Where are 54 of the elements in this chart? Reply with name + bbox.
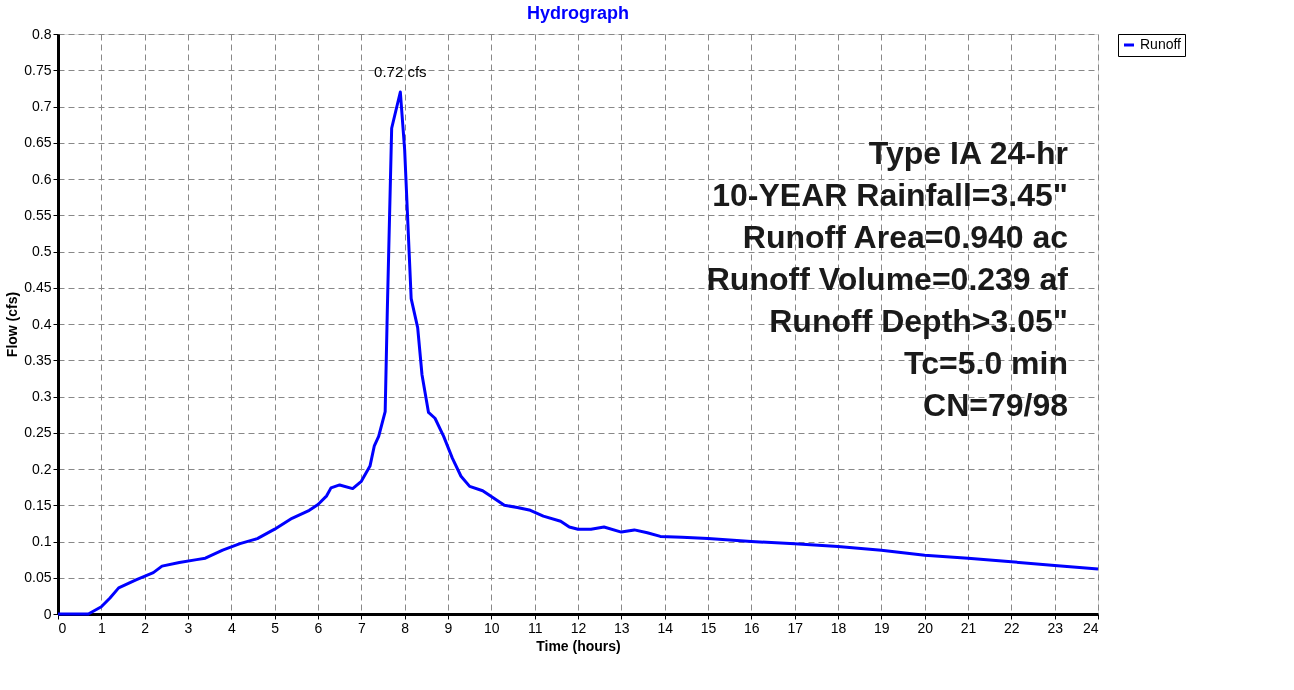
- x-tick-label: 8: [401, 619, 410, 636]
- x-tick-label: 21: [960, 619, 977, 636]
- y-tick-label: 0.55: [24, 206, 52, 223]
- x-tick-label: 13: [614, 619, 630, 636]
- annotation: Runoff Depth>3.05": [769, 303, 1068, 339]
- y-tick-label: 0.3: [32, 388, 52, 404]
- y-tick-label: 0.8: [32, 25, 52, 42]
- annotation: Runoff Area=0.940 ac: [742, 219, 1068, 255]
- x-tick-label: 16: [744, 619, 760, 636]
- x-tick-label: 0: [58, 619, 67, 636]
- x-tick-label: 15: [700, 619, 717, 636]
- x-axis-title: Time (hours): [536, 637, 621, 654]
- x-tick-label: 4: [227, 619, 236, 636]
- x-tick-label: 20: [917, 619, 934, 636]
- x-tick-label: 9: [444, 619, 453, 636]
- x-tick-label: 11: [527, 619, 543, 636]
- annotation: Tc=5.0 min: [904, 345, 1068, 381]
- y-tick-label: 0.7: [32, 98, 52, 114]
- chart-title: Hydrograph: [526, 3, 630, 23]
- annotation: 0.72 cfs: [374, 63, 427, 80]
- y-tick-label: 0.65: [24, 134, 52, 151]
- x-tick-label: 19: [874, 619, 890, 636]
- x-tick-label: 23: [1047, 619, 1064, 636]
- y-tick-label: 0: [43, 605, 52, 622]
- annotation: 10-YEAR Rainfall=3.45": [712, 177, 1068, 213]
- annotation: CN=79/98: [923, 387, 1068, 423]
- y-tick-label: 0.2: [32, 460, 52, 477]
- x-tick-label: 12: [570, 619, 587, 636]
- legend-label: Runoff: [1140, 36, 1182, 52]
- y-tick-label: 0.4: [32, 315, 52, 332]
- x-tick-label: 14: [657, 619, 674, 636]
- y-tick-label: 0.5: [32, 243, 52, 259]
- x-tick-label: 17: [787, 619, 804, 636]
- x-tick-label: 18: [830, 619, 847, 636]
- x-tick-label: 5: [271, 619, 280, 636]
- x-tick-label: 24: [1082, 619, 1099, 636]
- y-tick-label: 0.05: [24, 569, 52, 586]
- y-tick-label: 0.6: [32, 170, 52, 187]
- y-tick-label: 0.45: [24, 279, 52, 296]
- annotation: Type IA 24-hr: [868, 135, 1068, 171]
- annotation: Runoff Volume=0.239 af: [706, 261, 1069, 297]
- x-tick-label: 6: [314, 619, 323, 636]
- y-axis-title: Flow (cfs): [4, 291, 21, 358]
- x-tick-label: 10: [484, 619, 500, 636]
- y-tick-label: 0.1: [32, 533, 52, 549]
- y-tick-label: 0.75: [24, 61, 52, 78]
- y-tick-label: 0.15: [24, 496, 52, 513]
- x-tick-label: 7: [357, 619, 366, 636]
- x-tick-label: 2: [141, 619, 150, 636]
- x-tick-label: 22: [1004, 619, 1020, 636]
- y-tick-label: 0.25: [24, 424, 52, 441]
- x-tick-label: 3: [184, 619, 193, 636]
- x-tick-label: 1: [97, 619, 106, 636]
- y-tick-label: 0.35: [24, 351, 52, 368]
